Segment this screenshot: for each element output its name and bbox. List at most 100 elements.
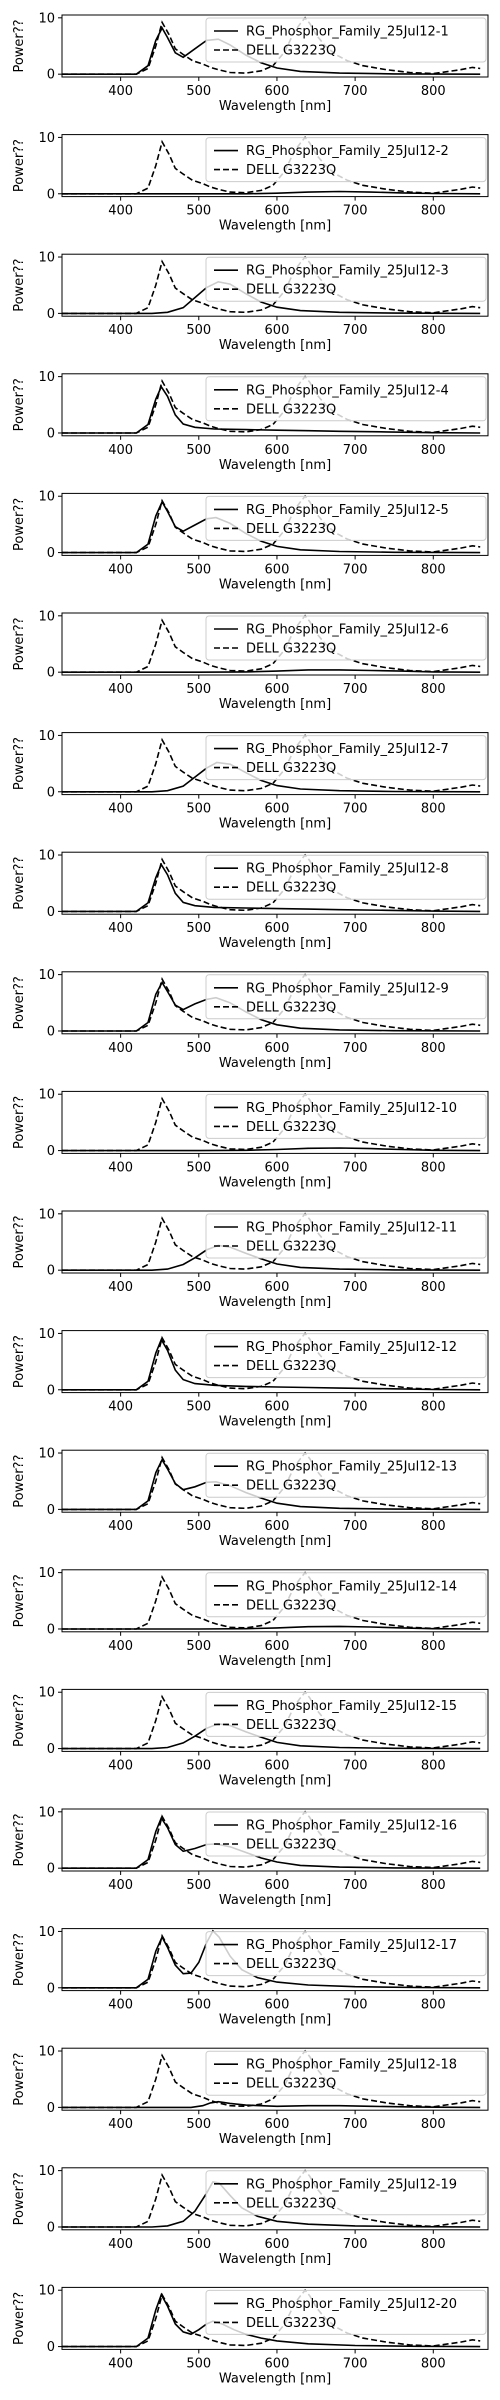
y-tick-label: 10 xyxy=(38,1447,55,1462)
legend-box xyxy=(205,376,487,422)
x-tick-label: 800 xyxy=(421,443,446,458)
y-tick-label: 10 xyxy=(38,11,55,26)
panel-7: 400 500 600 700 800 0 10 Wavelength [nm] Power??… xyxy=(12,729,489,832)
x-tick-label: 600 xyxy=(265,443,290,458)
legend-box xyxy=(205,1333,487,1379)
panel-13: 400 500 600 700 800 0 10 Wavelength [nm] Power??… xyxy=(12,1447,489,1549)
y-axis-label: Power?? xyxy=(12,1455,27,1508)
y-axis-label: Power?? xyxy=(12,1096,27,1149)
legend-label-phosphor: RG_Phosphor_Family_25Jul12-5 xyxy=(246,503,449,518)
panel-11: 400 500 600 700 800 0 10 Wavelength [nm] Power??… xyxy=(12,1207,489,1310)
legend-label-phosphor: RG_Phosphor_Family_25Jul12-12 xyxy=(246,1340,457,1355)
legend-label-reference: DELL G3223Q xyxy=(246,522,336,537)
x-tick-label: 400 xyxy=(108,443,133,458)
legend: RG_Phosphor_Family_25Jul12-1 DELL G3223Q xyxy=(205,17,487,63)
legend-label-phosphor: RG_Phosphor_Family_25Jul12-1 xyxy=(246,25,449,40)
x-axis-label: Wavelength [nm] xyxy=(219,99,331,114)
x-tick-label: 500 xyxy=(186,682,211,697)
x-tick-label: 500 xyxy=(186,1639,211,1654)
x-tick-label: 700 xyxy=(343,1998,368,2013)
x-tick-label: 500 xyxy=(186,2356,211,2371)
x-tick-label: 500 xyxy=(186,323,211,338)
legend: RG_Phosphor_Family_25Jul12-19 DELL G3223Q xyxy=(205,2170,487,2216)
y-tick-label: 10 xyxy=(38,1327,55,1342)
y-axis-label: Power?? xyxy=(12,1694,27,1747)
legend-label-phosphor: RG_Phosphor_Family_25Jul12-6 xyxy=(246,623,449,638)
legend-label-reference: DELL G3223Q xyxy=(246,1240,336,1255)
x-tick-label: 700 xyxy=(343,1160,368,1175)
x-tick-label: 500 xyxy=(186,1519,211,1534)
legend-box xyxy=(205,1572,487,1618)
legend-label-reference: DELL G3223Q xyxy=(246,1718,336,1733)
x-tick-label: 400 xyxy=(108,921,133,936)
phosphor-line xyxy=(62,2100,481,2109)
legend-box xyxy=(205,615,487,661)
x-tick-label: 500 xyxy=(186,1280,211,1295)
x-tick-label: 700 xyxy=(343,1639,368,1654)
y-axis-label: Power?? xyxy=(12,139,27,192)
x-tick-label: 400 xyxy=(108,802,133,817)
x-tick-label: 600 xyxy=(265,2237,290,2252)
y-axis-label: Power?? xyxy=(12,1933,27,1986)
x-axis-label: Wavelength [nm] xyxy=(219,2252,331,2267)
axes-frame xyxy=(61,492,489,556)
y-tick-label: 10 xyxy=(38,849,55,864)
panel-4: 400 500 600 700 800 0 10 Wavelength [nm] Power??… xyxy=(12,370,489,473)
legend-label-reference: DELL G3223Q xyxy=(246,761,336,776)
legend-box xyxy=(205,1811,487,1857)
x-tick-label: 500 xyxy=(186,1400,211,1415)
legend-label-phosphor: RG_Phosphor_Family_25Jul12-8 xyxy=(246,862,449,877)
y-axis-label: Power?? xyxy=(12,498,27,551)
x-tick-label: 600 xyxy=(265,1878,290,1893)
x-axis-label: Wavelength [nm] xyxy=(219,458,331,473)
y-tick-label: 0 xyxy=(47,1024,55,1039)
legend: RG_Phosphor_Family_25Jul12-18 DELL G3223Q xyxy=(205,2050,487,2096)
x-tick-label: 800 xyxy=(421,2356,446,2371)
legend-label-phosphor: RG_Phosphor_Family_25Jul12-20 xyxy=(246,2297,457,2312)
x-tick-label: 400 xyxy=(108,323,133,338)
legend-label-reference: DELL G3223Q xyxy=(246,1598,336,1613)
x-axis-label: Wavelength [nm] xyxy=(219,1175,331,1190)
legend-box xyxy=(205,2289,487,2335)
axes-frame xyxy=(61,2286,489,2350)
x-tick-label: 500 xyxy=(186,562,211,577)
panel-2: 400 500 600 700 800 0 10 Wavelength [nm] Power??… xyxy=(12,131,489,234)
x-tick-label: 800 xyxy=(421,1280,446,1295)
y-tick-label: 10 xyxy=(38,370,55,385)
legend-label-phosphor: RG_Phosphor_Family_25Jul12-3 xyxy=(246,264,449,279)
x-tick-label: 400 xyxy=(108,1280,133,1295)
phosphor-line xyxy=(62,1147,481,1152)
x-axis-label: Wavelength [nm] xyxy=(219,1415,331,1430)
panel-12: 400 500 600 700 800 0 10 Wavelength [nm] Power??… xyxy=(12,1327,489,1430)
x-tick-label: 400 xyxy=(108,1519,133,1534)
x-tick-label: 700 xyxy=(343,921,368,936)
panel-1: 400 500 600 700 800 0 10 Wavelength [nm] Power??… xyxy=(12,11,489,114)
x-tick-label: 500 xyxy=(186,443,211,458)
legend-label-reference: DELL G3223Q xyxy=(246,1359,336,1374)
legend: RG_Phosphor_Family_25Jul12-4 DELL G3223Q xyxy=(205,376,487,422)
y-axis-label: Power?? xyxy=(12,617,27,670)
legend-label-reference: DELL G3223Q xyxy=(246,1957,336,1972)
phosphor-line xyxy=(62,669,481,673)
legend: RG_Phosphor_Family_25Jul12-7 DELL G3223Q xyxy=(205,735,487,781)
x-tick-label: 700 xyxy=(343,323,368,338)
x-tick-label: 500 xyxy=(186,204,211,219)
axes-frame xyxy=(61,2047,489,2111)
y-tick-label: 0 xyxy=(47,68,55,83)
x-tick-label: 700 xyxy=(343,562,368,577)
y-tick-label: 0 xyxy=(47,1981,55,1996)
x-tick-label: 700 xyxy=(343,84,368,99)
y-axis-label: Power?? xyxy=(12,1574,27,1627)
legend: RG_Phosphor_Family_25Jul12-5 DELL G3223Q xyxy=(205,495,487,541)
x-axis-label: Wavelength [nm] xyxy=(219,1893,331,1908)
x-tick-label: 600 xyxy=(265,1639,290,1654)
y-tick-label: 0 xyxy=(47,1383,55,1398)
y-axis-label: Power?? xyxy=(12,737,27,790)
y-tick-label: 0 xyxy=(47,666,55,681)
x-tick-label: 400 xyxy=(108,1758,133,1773)
legend-box xyxy=(205,1213,487,1259)
legend-label-phosphor: RG_Phosphor_Family_25Jul12-17 xyxy=(246,1938,457,1953)
x-tick-label: 800 xyxy=(421,2237,446,2252)
y-tick-label: 0 xyxy=(47,1862,55,1877)
x-tick-label: 500 xyxy=(186,1878,211,1893)
